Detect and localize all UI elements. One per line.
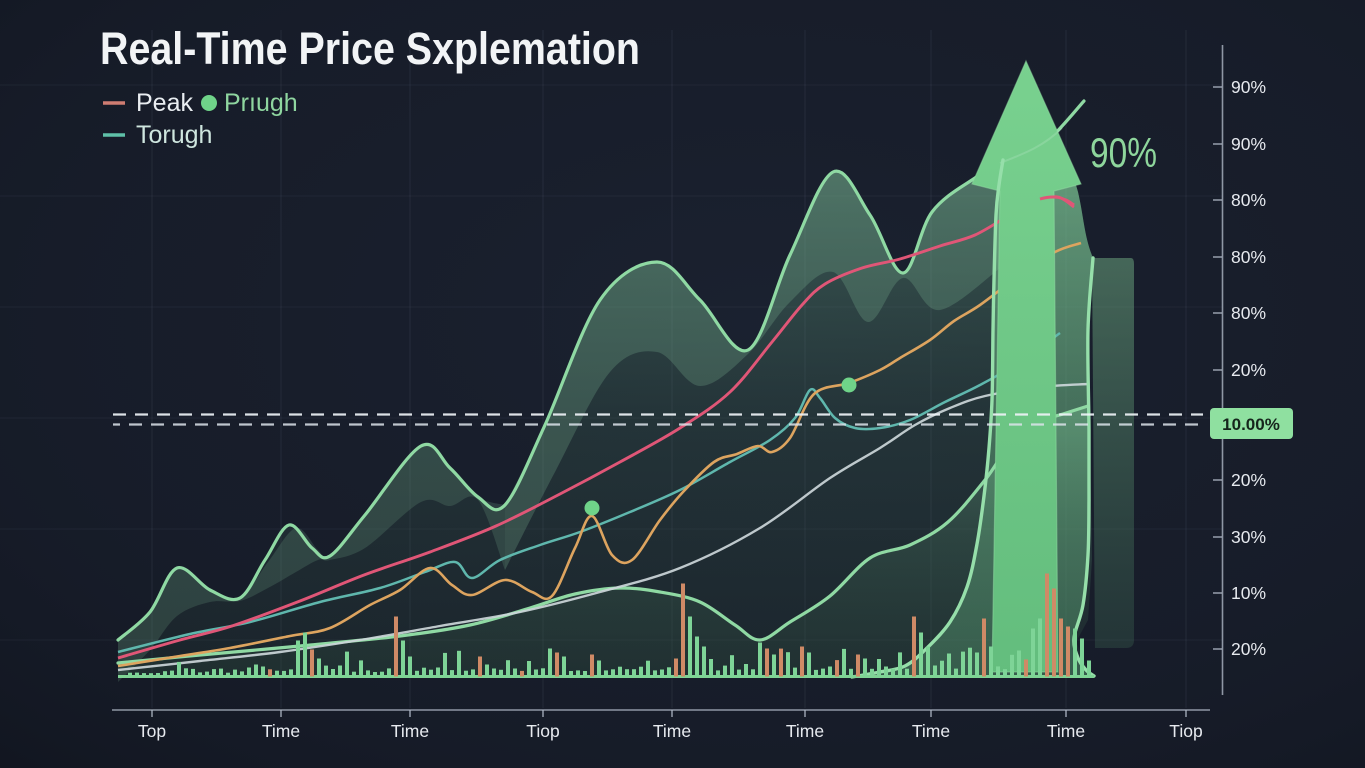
svg-text:Time: Time <box>653 721 691 741</box>
svg-text:10%: 10% <box>1231 583 1266 603</box>
svg-text:90%: 90% <box>1090 129 1157 176</box>
svg-text:30%: 30% <box>1231 527 1266 547</box>
svg-text:Top: Top <box>138 721 166 741</box>
svg-text:Time: Time <box>1047 721 1085 741</box>
svg-text:Time: Time <box>786 721 824 741</box>
svg-text:10.00%: 10.00% <box>1222 415 1280 434</box>
svg-text:Peak: Peak <box>136 89 193 117</box>
svg-text:80%: 80% <box>1231 303 1266 323</box>
svg-text:Tiop: Tiop <box>526 721 559 741</box>
svg-text:Tiop: Tiop <box>1169 721 1202 741</box>
svg-text:90%: 90% <box>1231 77 1266 97</box>
svg-text:Time: Time <box>262 721 300 741</box>
svg-text:80%: 80% <box>1231 190 1266 210</box>
svg-text:Time: Time <box>391 721 429 741</box>
svg-text:Time: Time <box>912 721 950 741</box>
svg-text:90%: 90% <box>1231 134 1266 154</box>
svg-text:20%: 20% <box>1231 470 1266 490</box>
svg-text:Torugh: Torugh <box>136 121 212 149</box>
svg-text:Real-Time Price Sxplemation: Real-Time Price Sxplemation <box>100 23 640 74</box>
svg-text:20%: 20% <box>1231 360 1266 380</box>
svg-text:Prıugh: Prıugh <box>224 89 298 117</box>
svg-text:20%: 20% <box>1231 639 1266 659</box>
svg-text:80%: 80% <box>1231 247 1266 267</box>
